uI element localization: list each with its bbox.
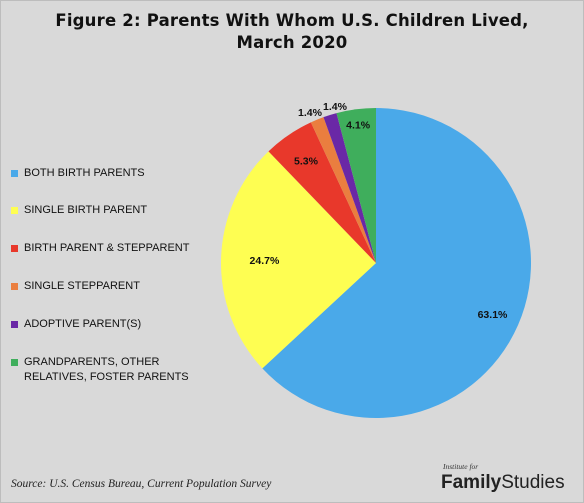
legend-label: GRANDPARENTS, OTHER RELATIVES, FOSTER PA… — [24, 356, 189, 383]
logo-small-text: Institute for — [443, 462, 479, 471]
data-label: 1.4% — [323, 101, 348, 113]
legend-label: BOTH BIRTH PARENTS — [24, 167, 145, 179]
legend-swatch — [11, 207, 18, 214]
pie-slice-grandparents-other-relatives-foster-parents — [336, 108, 376, 263]
pie-slice-both-birth-parents — [262, 108, 532, 418]
logo-brand: FamilyStudies — [441, 472, 565, 494]
legend-swatch — [11, 321, 18, 328]
pie-slice-adoptive-parent-s — [323, 113, 376, 263]
legend-item-single-stepparent: SINGLE STEPPARENT — [11, 279, 140, 294]
pie-slice-single-birth-parent — [221, 151, 376, 369]
logo-brand-bold: Family — [441, 472, 502, 493]
data-label: 63.1% — [478, 309, 508, 321]
legend-label: ADOPTIVE PARENT(S) — [24, 318, 142, 330]
data-label: 4.1% — [346, 120, 371, 132]
data-label: 24.7% — [250, 255, 280, 267]
legend-item-single-birth-parent: SINGLE BIRTH PARENT — [11, 203, 147, 218]
legend-swatch — [11, 245, 18, 252]
legend-item-grandparents-other: GRANDPARENTS, OTHER RELATIVES, FOSTER PA… — [11, 355, 194, 385]
legend-swatch — [11, 170, 18, 177]
pie-slice-birth-parent-stepparent — [268, 122, 376, 264]
legend-item-birth-parent-stepparent: BIRTH PARENT & STEPPARENT — [11, 241, 189, 256]
legend-label: SINGLE STEPPARENT — [24, 280, 140, 292]
chart-title-line-1: Figure 2: Parents With Whom U.S. Childre… — [55, 11, 529, 30]
legend-item-both-birth-parents: BOTH BIRTH PARENTS — [11, 166, 145, 181]
source-note: Source: U.S. Census Bureau, Current Popu… — [11, 478, 272, 490]
family-studies-logo: Institute for FamilyStudies — [438, 462, 578, 498]
legend-item-adoptive-parents: ADOPTIVE PARENT(S) — [11, 317, 141, 332]
chart-title: Figure 2: Parents With Whom U.S. Childre… — [0, 10, 584, 54]
legend-label: BIRTH PARENT & STEPPARENT — [24, 242, 190, 254]
legend-swatch — [11, 359, 18, 366]
logo-brand-light: Studies — [501, 472, 565, 493]
pie-slice-single-stepparent — [310, 117, 376, 263]
legend-label: SINGLE BIRTH PARENT — [24, 204, 148, 216]
chart-title-line-2: March 2020 — [236, 33, 348, 52]
legend-swatch — [11, 283, 18, 290]
data-label: 5.3% — [294, 156, 319, 168]
data-label: 1.4% — [298, 107, 323, 119]
